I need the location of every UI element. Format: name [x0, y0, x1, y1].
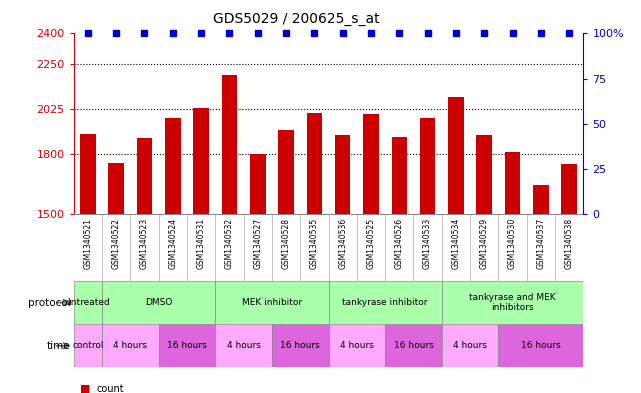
Bar — [215, 324, 272, 367]
Text: 16 hours: 16 hours — [394, 342, 433, 350]
Bar — [165, 118, 181, 393]
Text: 4 hours: 4 hours — [340, 342, 374, 350]
Text: GSM1340532: GSM1340532 — [225, 218, 234, 269]
Text: 4 hours: 4 hours — [453, 342, 487, 350]
Bar — [392, 137, 407, 393]
Text: GSM1340521: GSM1340521 — [83, 218, 92, 268]
Bar — [442, 324, 499, 367]
Bar — [335, 135, 351, 393]
Bar — [74, 281, 102, 324]
Text: GDS5029 / 200625_s_at: GDS5029 / 200625_s_at — [213, 11, 379, 26]
Bar — [329, 281, 442, 324]
Text: 16 hours: 16 hours — [521, 342, 561, 350]
Text: DMSO: DMSO — [145, 298, 172, 307]
Bar — [102, 324, 159, 367]
Bar — [306, 113, 322, 393]
Text: tankyrase and MEK
inhibitors: tankyrase and MEK inhibitors — [469, 293, 556, 312]
Text: GSM1340534: GSM1340534 — [451, 218, 460, 269]
Text: 4 hours: 4 hours — [113, 342, 147, 350]
Text: GSM1340530: GSM1340530 — [508, 218, 517, 269]
Text: GSM1340529: GSM1340529 — [479, 218, 488, 269]
Text: GSM1340537: GSM1340537 — [537, 218, 545, 269]
Text: GSM1340527: GSM1340527 — [253, 218, 262, 269]
Text: GSM1340536: GSM1340536 — [338, 218, 347, 269]
Bar — [420, 118, 435, 393]
Text: MEK inhibitor: MEK inhibitor — [242, 298, 302, 307]
Text: 16 hours: 16 hours — [280, 342, 320, 350]
Text: ■: ■ — [80, 384, 90, 393]
Bar — [385, 324, 442, 367]
Bar — [80, 134, 96, 393]
Text: GSM1340528: GSM1340528 — [281, 218, 290, 268]
Bar — [222, 75, 237, 393]
Bar — [74, 324, 102, 367]
Text: count: count — [96, 384, 124, 393]
Text: 16 hours: 16 hours — [167, 342, 207, 350]
Bar — [108, 163, 124, 393]
Text: GSM1340535: GSM1340535 — [310, 218, 319, 269]
Text: untreated: untreated — [65, 298, 110, 307]
Bar — [504, 152, 520, 393]
Bar — [215, 281, 329, 324]
Bar — [278, 130, 294, 393]
Text: 4 hours: 4 hours — [227, 342, 260, 350]
Bar — [250, 154, 265, 393]
Text: control: control — [72, 342, 104, 350]
Text: protocol: protocol — [28, 298, 71, 308]
Bar — [159, 324, 215, 367]
Text: GSM1340533: GSM1340533 — [423, 218, 432, 269]
Bar — [363, 114, 379, 393]
Text: GSM1340522: GSM1340522 — [112, 218, 121, 268]
Text: GSM1340524: GSM1340524 — [169, 218, 178, 269]
Bar — [194, 108, 209, 393]
Bar — [562, 164, 577, 393]
Text: GSM1340525: GSM1340525 — [367, 218, 376, 269]
Bar — [448, 97, 463, 393]
Bar — [102, 281, 215, 324]
Text: GSM1340531: GSM1340531 — [197, 218, 206, 269]
Text: tankyrase inhibitor: tankyrase inhibitor — [342, 298, 428, 307]
Text: time: time — [47, 341, 71, 351]
Bar — [329, 324, 385, 367]
Text: GSM1340538: GSM1340538 — [565, 218, 574, 269]
Text: GSM1340526: GSM1340526 — [395, 218, 404, 269]
Bar — [442, 281, 583, 324]
Bar — [533, 185, 549, 393]
Text: GSM1340523: GSM1340523 — [140, 218, 149, 269]
Bar — [137, 138, 153, 393]
Bar — [499, 324, 583, 367]
Bar — [476, 135, 492, 393]
Bar — [272, 324, 329, 367]
